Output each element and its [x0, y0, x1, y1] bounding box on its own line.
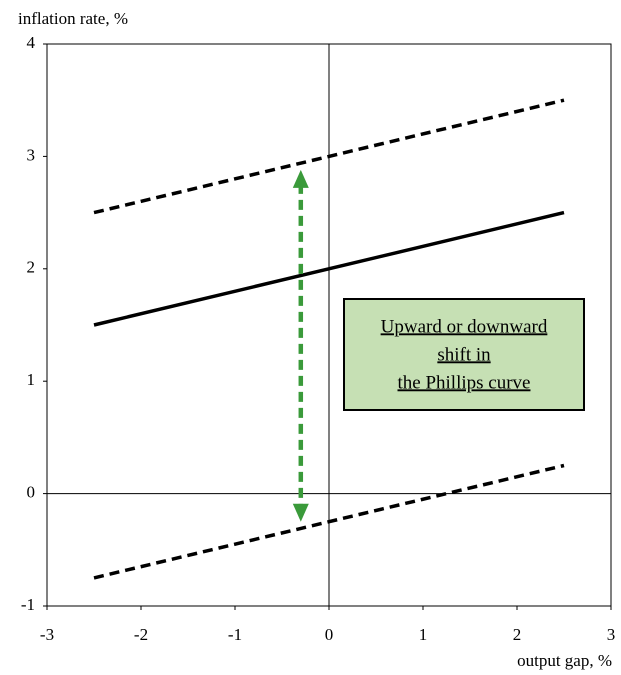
annotation-text: the Phillips curve: [398, 372, 531, 393]
y-tick-label: 1: [27, 370, 36, 389]
annotation-text: shift in: [437, 344, 491, 365]
y-tick-label: 0: [27, 483, 36, 502]
x-tick-label: 1: [419, 625, 428, 644]
series-line: [93, 98, 565, 215]
x-tick-label: 2: [513, 625, 522, 644]
annotation-text: Upward or downward: [381, 316, 548, 337]
x-tick-label: -2: [134, 625, 148, 644]
y-tick-label: 2: [27, 258, 36, 277]
y-tick-label: 3: [27, 145, 36, 164]
x-tick-label: 3: [607, 625, 616, 644]
y-tick-label: 4: [27, 33, 36, 52]
x-tick-label: -3: [40, 625, 54, 644]
x-tick-label: -1: [228, 625, 242, 644]
x-axis-label: output gap, %: [517, 651, 612, 670]
arrow-head-up: [292, 169, 309, 188]
series-line: [93, 210, 565, 327]
annotation-box: [343, 298, 585, 411]
arrow-head-down: [292, 503, 309, 522]
x-tick-label: 0: [325, 625, 334, 644]
shift-arrow: [292, 169, 309, 522]
y-tick-label: -1: [21, 595, 35, 614]
y-axis-label: inflation rate, %: [18, 9, 128, 28]
series-line: [93, 463, 565, 580]
